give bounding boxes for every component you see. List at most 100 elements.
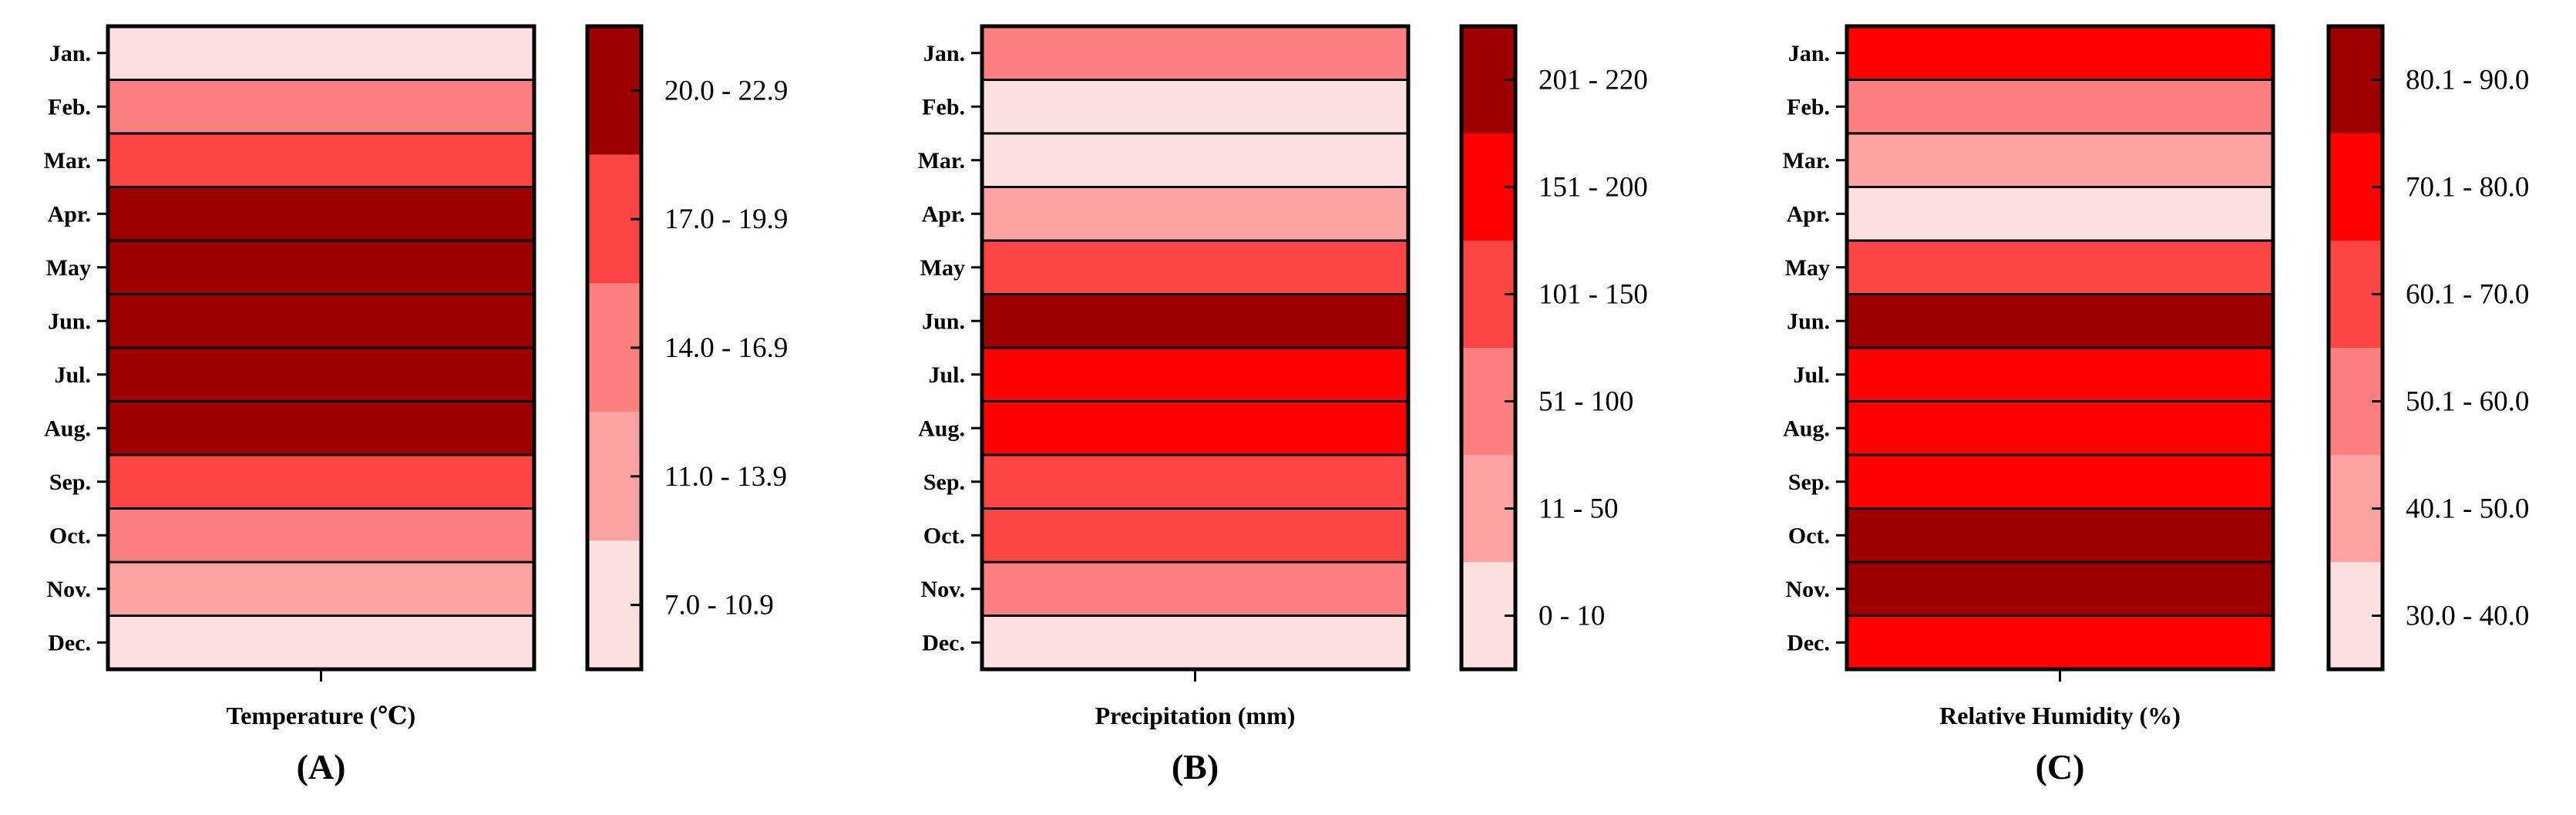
heatmap-cell [980,239,1410,295]
month-label: Oct. [1788,523,1830,548]
heatmap-cell [980,132,1410,188]
heatmap-cell [106,346,536,402]
month-label: Jul. [928,362,965,388]
month-label: Oct. [923,523,965,548]
heatmap-cell [1845,400,2275,456]
month-label: Aug. [1783,416,1830,441]
month-label: Feb. [922,94,965,120]
month-label: Feb. [48,94,91,120]
heatmap-cell [106,507,536,564]
month-label: May [920,255,965,281]
legend-label: 151 - 200 [1539,172,1648,204]
x-axis-label: Temperature (℃) [227,702,415,729]
month-label: Dec. [48,630,91,655]
month-label: Apr. [922,201,965,227]
heatmap-cell [980,346,1410,402]
month-label: Sep. [923,470,965,495]
x-axis-label: Precipitation (mm) [1095,702,1296,729]
heatmap-cell [1845,453,2275,510]
panel-label: (A) [297,747,346,786]
legend-label: 60.1 - 70.0 [2406,279,2529,311]
month-label: Jun. [1787,308,1830,334]
heatmap-cell [106,615,536,671]
month-label: Jan. [49,41,91,66]
panel-label: (C) [2036,747,2085,786]
heatmap-cell [106,400,536,456]
month-label: Jul. [54,362,91,388]
legend-label: 40.1 - 50.0 [2406,493,2529,525]
legend-label: 80.1 - 90.0 [2406,65,2529,96]
legend-label: 14.0 - 16.9 [664,332,788,364]
month-label: Sep. [1788,470,1830,495]
panel-b: Jan. Feb. Mar. Apr. May Jun. Jul. Aug. Sep. Oct. N… [918,24,1648,786]
month-label: May [1785,255,1830,281]
month-label: Jun. [922,308,965,334]
heatmap-cell [106,453,536,510]
month-label: May [46,255,91,281]
heatmap-cell [1845,293,2275,349]
legend-label: 20.0 - 22.9 [664,75,788,106]
heatmap-cell [106,25,536,81]
heatmap-cell [106,79,536,135]
panel-a: Jan. Feb. Mar. Apr. May Jun. Jul. Aug. Sep. Oct. N… [44,24,788,786]
x-axis-label: Relative Humidity (%) [1939,702,2181,729]
heatmap-cell [980,25,1410,81]
legend-label: 50.1 - 60.0 [2406,386,2529,418]
panel-label: (B) [1172,747,1219,786]
legend-label: 11 - 50 [1539,493,1618,525]
heatmap-cell [1845,132,2275,188]
heatmap-cell [1845,239,2275,295]
month-label: Feb. [1787,94,1830,120]
month-label: Oct. [49,523,91,548]
legend-frame [2326,24,2385,672]
heatmap-cell [1845,346,2275,402]
month-label: Nov. [1785,577,1830,602]
month-label: Jan. [1788,41,1830,66]
month-label: Jan. [923,41,965,66]
month-label: Aug. [918,416,965,441]
heatmap-cell [980,400,1410,456]
month-label: Nov. [46,577,91,602]
month-label: Dec. [922,630,965,655]
legend-label: 201 - 220 [1539,65,1648,96]
heatmap-cell [106,239,536,295]
legend-label: 17.0 - 19.9 [664,204,788,235]
legend-label: 51 - 100 [1539,386,1633,418]
heatmap-cell [980,186,1410,242]
heatmap-cell [980,561,1410,617]
heatmap-cell [1845,186,2275,242]
legend-label: 30.0 - 40.0 [2406,601,2529,632]
month-label: Sep. [49,470,91,495]
heatmap-cell [106,132,536,188]
month-label: Jul. [1793,362,1830,388]
month-label: Mar. [1783,148,1830,173]
legend-label: 11.0 - 13.9 [664,461,787,493]
legend-label: 7.0 - 10.9 [664,590,774,621]
month-label: Apr. [1787,201,1830,227]
legend-label: 70.1 - 80.0 [2406,172,2529,204]
month-label: Nov. [920,577,965,602]
heatmap-cell [1845,25,2275,81]
month-label: Mar. [918,148,965,173]
month-label: Aug. [44,416,91,441]
heatmap-cell [1845,561,2275,617]
panel-c: Jan. Feb. Mar. Apr. May Jun. Jul. Aug. Sep. Oct. N… [1783,24,2529,786]
heatmap-cell [106,293,536,349]
month-label: Mar. [44,148,91,173]
heatmap-cell [980,615,1410,671]
legend-frame [1459,24,1518,672]
month-label: Apr. [48,201,91,227]
month-label: Dec. [1787,630,1830,655]
heatmap-cell [1845,79,2275,135]
month-label: Jun. [48,308,91,334]
heatmap-cell [1845,615,2275,671]
heatmap-cell [980,507,1410,564]
heatmap-cell [106,561,536,617]
heatmap-cell [1845,507,2275,564]
heatmap-cell [980,79,1410,135]
legend-label: 101 - 150 [1539,279,1648,311]
heatmap-cell [106,186,536,242]
heatmap-cell [980,453,1410,510]
legend-label: 0 - 10 [1539,601,1605,632]
